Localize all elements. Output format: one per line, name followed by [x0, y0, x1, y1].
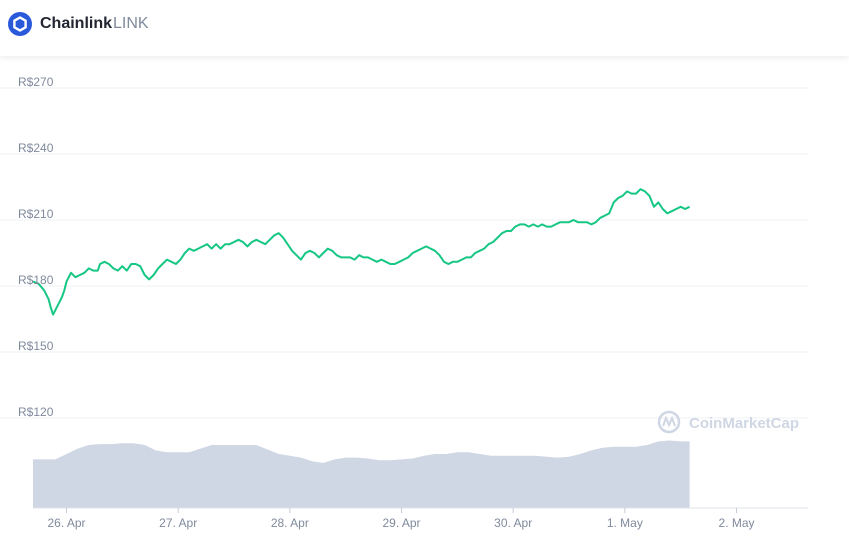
x-tick-label: 30. Apr	[494, 516, 532, 530]
coin-header: Chainlink LINK	[0, 0, 849, 56]
y-tick-label: R$210	[18, 207, 54, 221]
price-chart[interactable]: CoinMarketCap R$270R$240R$210R$180R$150R…	[0, 56, 849, 556]
coinmarketcap-watermark: CoinMarketCap	[657, 410, 799, 434]
x-axis-labels: 26. Apr 27. Apr 28. Apr 29. Apr 30. Apr 1. Ma…	[33, 507, 808, 530]
x-tick-label: 26. Apr	[47, 516, 85, 530]
watermark-text: CoinMarketCap	[689, 415, 799, 432]
x-tick-label: 2. May	[719, 516, 755, 530]
y-tick-label: R$150	[18, 339, 54, 353]
y-tick-label: R$180	[18, 273, 54, 287]
x-tick-label: 1. May	[607, 516, 643, 530]
x-tick-label: 27. Apr	[159, 516, 197, 530]
x-tick-label: 28. Apr	[271, 516, 309, 530]
y-axis-labels: R$270 R$240 R$210 R$180 R$150 R$120	[18, 75, 54, 419]
coin-symbol: LINK	[113, 15, 149, 32]
price-series	[32, 188, 691, 316]
y-tick-label: R$120	[18, 405, 54, 419]
coin-name: Chainlink	[40, 15, 113, 32]
y-tick-label: R$240	[18, 141, 54, 155]
volume-area	[33, 440, 690, 508]
price-line	[32, 188, 691, 316]
y-tick-label: R$270	[18, 75, 54, 89]
coinmarketcap-icon	[657, 410, 681, 434]
volume-shape	[33, 440, 690, 508]
chainlink-hexagon-icon	[8, 12, 32, 36]
grid-lines	[0, 87, 808, 419]
x-tick-label: 29. Apr	[383, 516, 421, 530]
